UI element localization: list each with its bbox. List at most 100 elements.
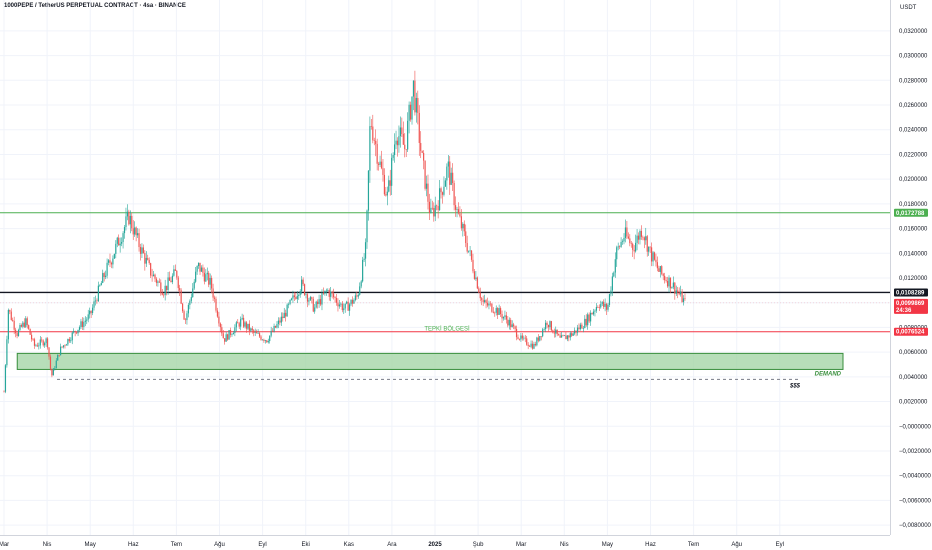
candle-body (22, 322, 24, 327)
candle-body (420, 142, 422, 151)
candle-body (147, 257, 149, 260)
candle-body (652, 252, 654, 262)
candle-body (100, 282, 102, 286)
candle-body (138, 233, 140, 248)
candle-body (495, 308, 497, 313)
candle-body (569, 333, 571, 338)
candle-body (523, 337, 525, 339)
candle-body (213, 297, 216, 299)
y-tick-label: 0,0140000 (899, 251, 928, 257)
candle-body (650, 247, 653, 262)
candle-body (653, 252, 656, 260)
candle-body (97, 285, 99, 302)
candle-body (627, 236, 629, 239)
black-level-tag-bg (894, 288, 928, 297)
candle-body (132, 228, 134, 235)
candle-body (70, 340, 72, 342)
candle-body (322, 292, 325, 294)
candle-body (15, 329, 17, 334)
candle-body (620, 242, 622, 247)
candle-body (466, 242, 468, 252)
candle-body (242, 317, 245, 327)
candle-body (163, 294, 165, 296)
candle-body (25, 318, 27, 327)
candle-body (32, 339, 34, 340)
candle-body (61, 346, 63, 348)
candle-body (305, 294, 307, 295)
candle-body (421, 150, 423, 153)
green-resistance-tag-text: 0,0172788 (896, 211, 925, 217)
candle-body (433, 208, 435, 217)
candle-body (347, 301, 349, 311)
candle-body (215, 298, 217, 311)
candle-body (603, 301, 605, 307)
candle-body (614, 259, 616, 273)
candle-body (460, 216, 462, 229)
candle-body (128, 211, 130, 225)
candle-body (597, 307, 599, 308)
candle-body (635, 242, 637, 252)
candle-body (659, 266, 661, 272)
candle-body (115, 243, 117, 254)
tepki-label: TEPKİ BÖLGESİ (424, 326, 470, 333)
red-support-tag-text: 0,0076524 (896, 330, 925, 336)
candle-body (286, 304, 288, 317)
candle-body (118, 237, 120, 246)
candle-body (164, 285, 166, 296)
y-tick-label: 0,0200000 (899, 177, 928, 183)
candle-body (189, 300, 191, 305)
candle-body (81, 321, 84, 327)
candle-body (319, 299, 322, 305)
candle-body (335, 297, 338, 303)
candle-body (10, 311, 12, 320)
candle-body (240, 319, 242, 327)
candle-body (224, 338, 226, 342)
y-tick-label: −0,0020000 (899, 449, 932, 455)
candle-body (497, 308, 499, 315)
candle-body (581, 324, 583, 329)
candle-body (234, 327, 236, 334)
candle-body (106, 262, 108, 276)
candle-body (238, 323, 240, 327)
candle-body (112, 258, 114, 265)
candle-body (203, 272, 205, 282)
candle-body (681, 291, 683, 303)
candle-body (184, 319, 187, 321)
candle-body (227, 334, 229, 340)
candle-body (452, 172, 454, 184)
candle-body (330, 291, 332, 297)
candle-body (508, 319, 510, 326)
candle-body (642, 236, 644, 238)
candle-body (177, 277, 179, 289)
candle-body (359, 286, 361, 295)
candle-body (414, 80, 416, 113)
candle-body (537, 337, 539, 341)
candle-body (306, 294, 309, 302)
candle-body (385, 194, 387, 196)
candle-body (417, 97, 419, 113)
candle-body (598, 307, 600, 308)
candle-body (499, 308, 502, 315)
candle-body (9, 309, 11, 312)
candle-body (73, 330, 75, 333)
candle-body (646, 236, 648, 252)
candle-body (135, 227, 137, 236)
candle-body (418, 112, 420, 143)
candle-body (639, 230, 641, 240)
candle-body (457, 209, 460, 214)
candle-body (392, 155, 394, 158)
candle-body (488, 303, 490, 306)
candle-body (501, 314, 503, 319)
candle-body (237, 322, 239, 324)
y-tick-label: 0,0240000 (899, 128, 928, 134)
x-tick-label: Ağu (214, 542, 225, 548)
candle-body (49, 356, 52, 369)
candle-body (559, 335, 561, 338)
candle-body (29, 328, 31, 335)
candle-body (565, 335, 567, 340)
candle-body (595, 307, 598, 311)
candle-body (179, 288, 181, 291)
candle-body (343, 308, 345, 311)
